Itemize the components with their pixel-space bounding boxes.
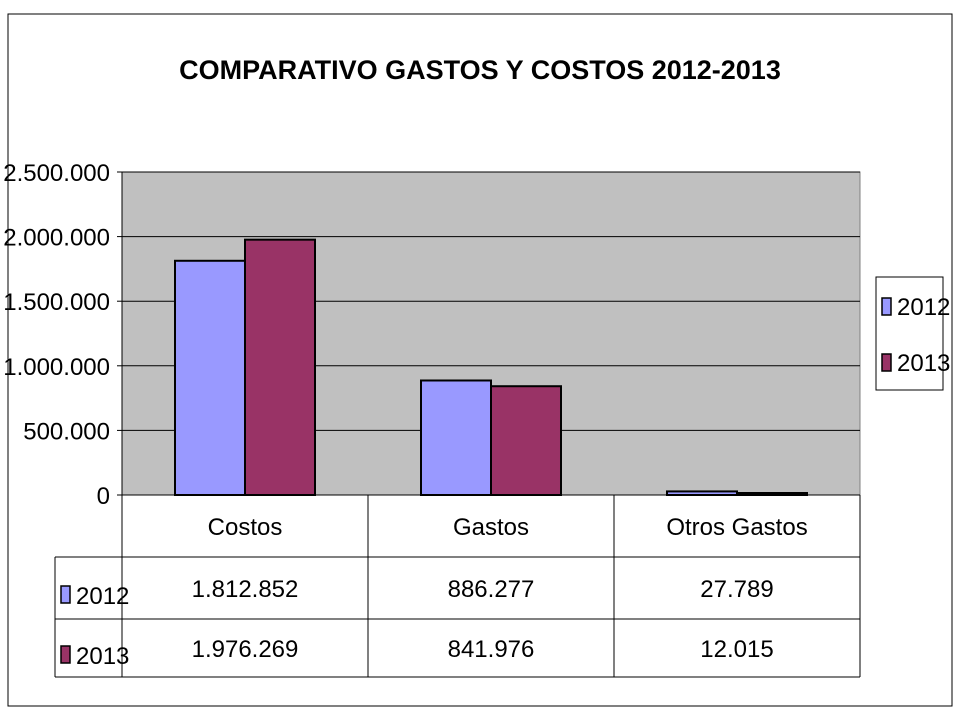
y-tick-label: 1.000.000 bbox=[3, 354, 110, 381]
x-tick-label: Gastos bbox=[453, 514, 529, 541]
table-series-label: 2012 bbox=[76, 583, 129, 610]
chart-title: COMPARATIVO GASTOS Y COSTOS 2012-2013 bbox=[179, 55, 781, 85]
table-cell: 886.277 bbox=[448, 576, 535, 603]
data-table: Costos Gastos Otros Gastos 2012 1.812.852 886… bbox=[54, 495, 861, 678]
bar-2012-gastos bbox=[420, 379, 492, 496]
table-cell: 1.976.269 bbox=[192, 636, 299, 663]
legend: 2012 2013 bbox=[875, 276, 950, 391]
bars bbox=[122, 238, 860, 497]
table-cell: 27.789 bbox=[700, 576, 773, 603]
y-tick-label: 500.000 bbox=[23, 418, 110, 445]
bar-2013-costos bbox=[244, 238, 316, 496]
bar-2012-costos bbox=[174, 259, 246, 496]
x-tick-label: Otros Gastos bbox=[666, 514, 807, 541]
table-legend-key bbox=[60, 585, 71, 604]
table-cell: 841.976 bbox=[448, 636, 535, 663]
y-tick-label: 2.000.000 bbox=[3, 225, 110, 252]
legend-key-2013 bbox=[881, 353, 892, 372]
legend-key-2012 bbox=[881, 297, 892, 316]
y-tick-label: 2.500.000 bbox=[3, 160, 110, 187]
bar-2012-otros-gastos bbox=[666, 490, 738, 497]
table-series-label: 2013 bbox=[76, 643, 129, 670]
bar-2013-gastos bbox=[490, 385, 562, 497]
y-tick-label: 0 bbox=[97, 483, 110, 510]
table-cell: 1.812.852 bbox=[192, 576, 299, 603]
legend-label-2013: 2013 bbox=[897, 350, 950, 377]
legend-label-2012: 2012 bbox=[897, 294, 950, 321]
y-axis: 0 500.000 1.000.000 1.500.000 2.000.000 2.500… bbox=[3, 160, 123, 510]
table-cell: 12.015 bbox=[700, 636, 773, 663]
y-tick-label: 1.500.000 bbox=[3, 289, 110, 316]
table-legend-key bbox=[60, 645, 71, 664]
x-tick-label: Costos bbox=[208, 514, 283, 541]
